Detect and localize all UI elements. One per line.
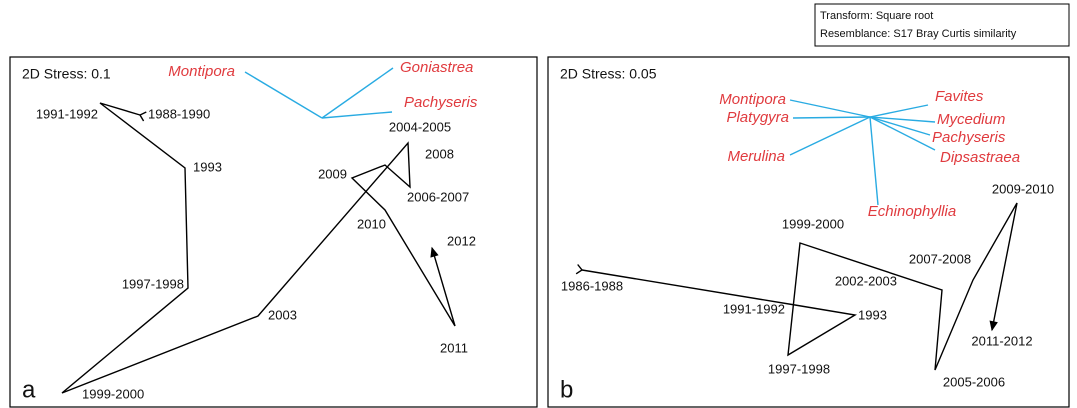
point-label: 1986-1988 [561,278,623,293]
point-label: 2006-2007 [407,189,469,204]
species-label: Pachyseris [404,94,478,111]
point-label: 1993 [858,307,887,322]
point-label: 2003 [268,307,297,322]
species-label: Echinophyllia [868,203,956,220]
stress-label: 2D Stress: 0.1 [22,66,111,82]
point-label: 1991-1992 [723,301,785,316]
panel-frame [9,56,538,408]
note: Transform: Square root [820,10,933,22]
start-marker [575,264,584,275]
species-label: Platygyra [726,109,789,126]
point-label: 2011 [440,340,468,355]
point-label: 2002-2003 [835,273,897,288]
species-label: Favites [935,88,984,105]
species-vector [792,116,871,119]
species-label: Dipsastraea [940,149,1020,166]
species-label: Montipora [168,63,235,80]
point-label: 1993 [193,159,222,174]
panel-frame [547,56,1070,408]
point-label: 2008 [425,146,454,161]
end-arrow [430,246,439,258]
panel-letter: a [22,376,36,403]
point-label: 2005-2006 [943,374,1005,389]
species-label: Pachyseris [932,129,1006,146]
species-vector [321,67,394,119]
point-label: 2007-2008 [909,251,971,266]
note: Resemblance: S17 Bray Curtis similarity [820,28,1017,40]
point-label: 1988-1990 [148,106,210,121]
species-vector [244,71,323,119]
species-vector [869,116,936,151]
end-arrow [989,320,998,332]
species-vector [789,99,871,118]
start-marker [139,111,147,122]
point-label: 2010 [357,216,386,231]
trajectory [581,202,1018,371]
point-label: 2004-2005 [389,119,451,134]
point-label: 2009-2010 [992,181,1054,196]
point-label: 1999-2000 [782,216,844,231]
species-vector [789,116,871,156]
species-vector [869,116,931,136]
species-vector [869,116,879,206]
point-label: 1997-1998 [768,361,830,376]
species-vector [321,111,393,119]
point-label: 2012 [447,233,476,248]
point-label: 1991-1992 [36,106,98,121]
point-label: 2009 [318,166,347,181]
note-box [814,3,1070,47]
species-label: Mycedium [937,111,1005,128]
species-label: Montipora [719,91,786,108]
species-label: Goniastrea [400,59,473,76]
stress-label: 2D Stress: 0.05 [560,66,657,82]
trajectory [61,102,456,394]
species-vector [869,116,936,123]
species-vector [869,104,929,118]
point-label: 2011-2012 [971,333,1032,348]
species-label: Merulina [727,148,785,165]
point-label: 1997-1998 [122,276,184,291]
point-label: 1999-2000 [82,386,144,401]
panel-letter: b [560,376,573,403]
